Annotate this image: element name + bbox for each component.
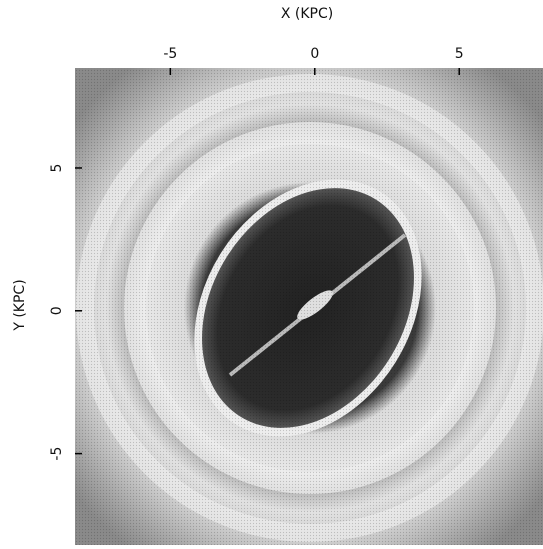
plot-image — [75, 68, 543, 545]
y-tick-label: 5 — [49, 164, 65, 173]
y-tick-label: -5 — [49, 447, 65, 461]
x-tick-label: -5 — [163, 46, 177, 62]
y-tick-label: 0 — [49, 306, 65, 315]
x-tick-label: 0 — [310, 46, 319, 62]
x-axis-label: X (KPC) — [281, 6, 333, 22]
y-axis-label: Y (KPC) — [12, 279, 28, 331]
x-tick-label: 5 — [455, 46, 464, 62]
